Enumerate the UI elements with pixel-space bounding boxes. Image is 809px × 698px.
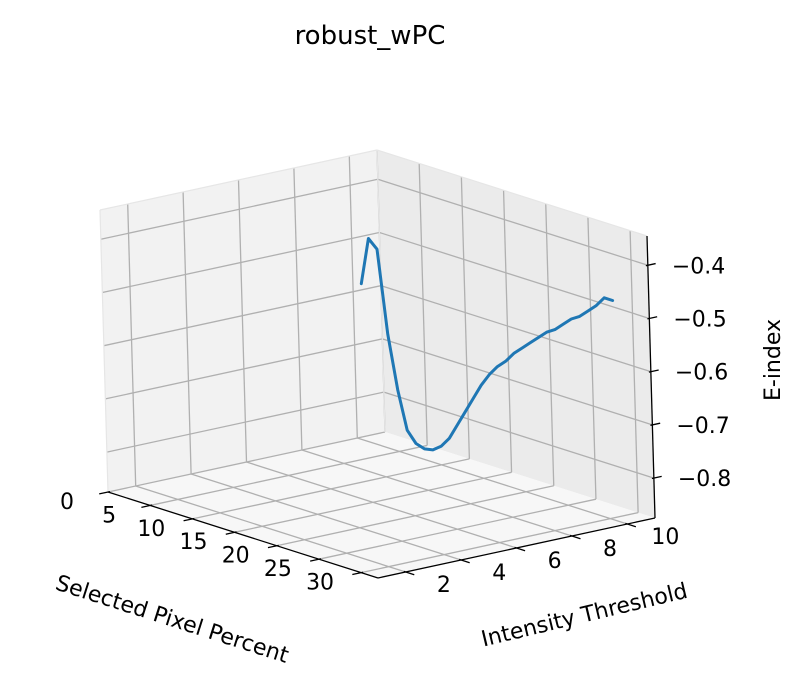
grid-line-x bbox=[418, 163, 428, 446]
x-tick-label: 15 bbox=[180, 530, 208, 555]
y-tick-label: 2 bbox=[437, 573, 451, 598]
grid-line-x bbox=[545, 203, 555, 486]
grid-line-z bbox=[383, 391, 655, 479]
x-tick-label: 30 bbox=[306, 571, 334, 596]
grid-line-z bbox=[100, 178, 378, 240]
grid-line-y bbox=[135, 485, 406, 573]
z-tick bbox=[648, 369, 659, 373]
y-tick-label: 4 bbox=[492, 561, 506, 586]
grid-line-z bbox=[380, 285, 652, 373]
z-tick-label: −0.8 bbox=[678, 467, 731, 492]
y-tick bbox=[403, 570, 415, 576]
series-layer bbox=[359, 237, 615, 452]
grid-line-y bbox=[246, 461, 517, 549]
z-tick bbox=[650, 422, 661, 426]
x-axis-line bbox=[107, 491, 379, 579]
x-tick-label: 25 bbox=[264, 557, 292, 582]
z-tick-label: −0.5 bbox=[673, 307, 726, 332]
y-axis-label: Intensity Threshold bbox=[479, 579, 690, 653]
series-line-0 bbox=[359, 237, 615, 452]
grid-line-y bbox=[237, 179, 248, 463]
grid-line-z bbox=[379, 231, 650, 320]
x-tick-label: 20 bbox=[222, 544, 250, 569]
y-tick-label: 10 bbox=[651, 525, 679, 550]
y-tick bbox=[569, 534, 581, 540]
grid-line-z bbox=[377, 178, 649, 266]
grid-line-z bbox=[106, 391, 385, 453]
y-tick-label: 6 bbox=[548, 549, 562, 574]
grid-line-y bbox=[127, 203, 137, 487]
chart-title: robust_wPC bbox=[295, 21, 446, 51]
axis-ticks bbox=[99, 262, 662, 576]
z-tick-label: −0.6 bbox=[675, 361, 728, 386]
y-tick bbox=[625, 522, 637, 528]
z-tick-label: −0.7 bbox=[676, 414, 729, 439]
x-tick bbox=[352, 571, 364, 576]
pane-back-right bbox=[377, 150, 655, 518]
z-tick bbox=[645, 262, 656, 267]
grid-line-z bbox=[103, 285, 381, 347]
grid-line-y bbox=[182, 191, 192, 475]
grid-line-x bbox=[629, 230, 639, 513]
grid-line-y bbox=[293, 167, 303, 451]
grid-line-y bbox=[348, 155, 358, 439]
z-tick-label: −0.4 bbox=[672, 254, 725, 279]
grid-line-x bbox=[502, 190, 513, 473]
x-tick-label: 10 bbox=[137, 517, 165, 542]
grid-line-z bbox=[105, 338, 383, 400]
z-axis-line bbox=[646, 235, 656, 519]
grid-line-z bbox=[102, 231, 380, 294]
x-tick bbox=[267, 544, 279, 549]
y-tick bbox=[514, 546, 526, 552]
grid-line-y bbox=[357, 437, 628, 525]
z-tick bbox=[647, 316, 658, 320]
pane-edge bbox=[99, 149, 378, 211]
pane-edge bbox=[376, 149, 648, 237]
x-tick bbox=[310, 558, 322, 562]
grid-line-x bbox=[460, 176, 471, 459]
x-tick bbox=[225, 531, 237, 535]
grid-lines bbox=[100, 149, 655, 574]
pane-edge bbox=[99, 209, 109, 493]
x-tick-label: 5 bbox=[102, 503, 116, 528]
x-tick bbox=[141, 504, 153, 508]
grid-line-x bbox=[587, 217, 597, 500]
z-axis-label: E-index bbox=[761, 319, 786, 401]
y-tick-label: 8 bbox=[603, 537, 617, 562]
x-tick bbox=[99, 490, 111, 495]
grid-line-y bbox=[301, 449, 573, 537]
x-tick-label: 0 bbox=[60, 490, 74, 515]
axis-panes bbox=[100, 150, 655, 578]
z-tick bbox=[651, 475, 662, 480]
grid-line-y bbox=[190, 473, 462, 561]
x-tick bbox=[183, 517, 195, 522]
y-tick bbox=[458, 558, 470, 564]
x-axis-label: Selected Pixel Percent bbox=[52, 571, 291, 669]
grid-line-z bbox=[382, 338, 653, 426]
